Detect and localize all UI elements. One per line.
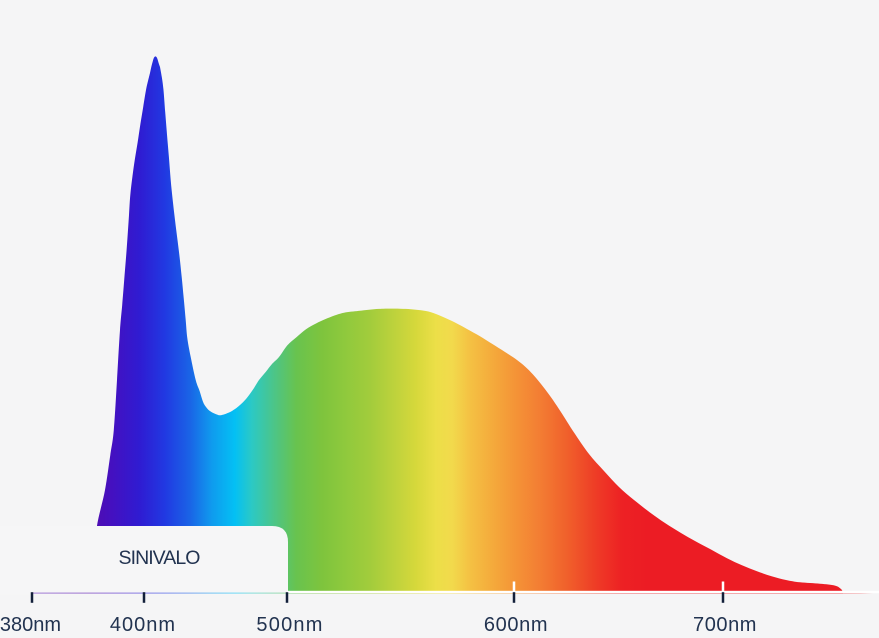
svg-text:SINIVALO: SINIVALO	[119, 547, 201, 569]
svg-text:600nm: 600nm	[484, 614, 548, 636]
svg-text:500nm: 500nm	[256, 614, 323, 636]
svg-text:700nm: 700nm	[693, 614, 757, 636]
svg-text:400nm: 400nm	[110, 614, 176, 636]
svg-text:380nm: 380nm	[0, 614, 61, 636]
